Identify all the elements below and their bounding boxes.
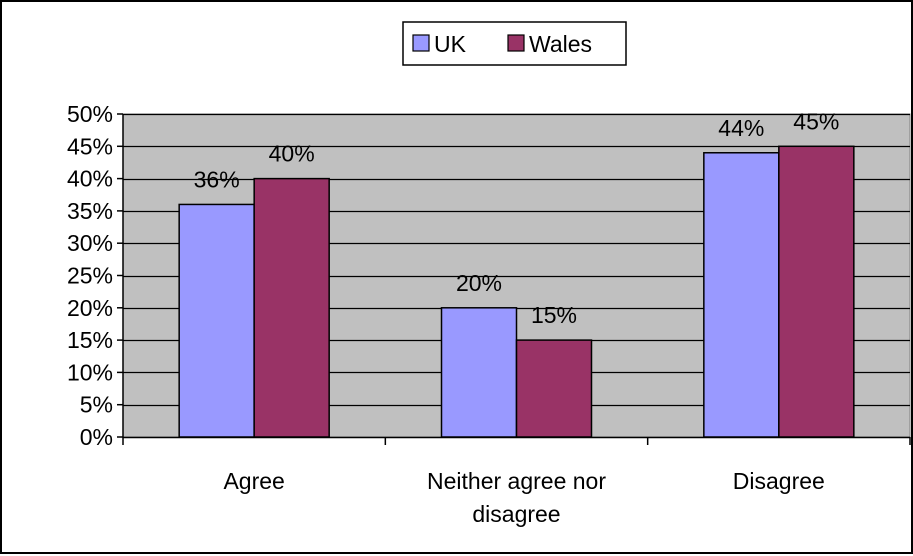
bar xyxy=(440,307,518,438)
y-tick-label: 5% xyxy=(80,392,113,418)
data-label: 20% xyxy=(456,270,502,296)
data-label: 45% xyxy=(793,108,839,134)
x-tick-label: Neither agree nor xyxy=(427,468,606,494)
x-tick-label: disagree xyxy=(472,501,560,527)
legend-label: UK xyxy=(434,31,467,57)
y-tick-label: 20% xyxy=(67,295,113,321)
data-label: 15% xyxy=(531,302,577,328)
y-tick-label: 50% xyxy=(67,101,113,127)
y-tick-label: 25% xyxy=(67,263,113,289)
bar xyxy=(515,339,593,438)
bar xyxy=(253,177,330,438)
y-tick-label: 30% xyxy=(67,230,113,256)
x-tick-label: Disagree xyxy=(733,468,825,494)
data-label: 36% xyxy=(194,166,240,192)
legend-label: Wales xyxy=(529,31,592,57)
y-tick-label: 40% xyxy=(67,166,113,192)
legend-swatch xyxy=(507,34,525,52)
bar xyxy=(778,145,855,438)
y-tick-label: 10% xyxy=(67,359,113,385)
y-tick-label: 0% xyxy=(80,424,113,450)
data-label: 44% xyxy=(718,115,764,141)
data-label: 40% xyxy=(269,141,315,167)
y-tick-label: 45% xyxy=(67,133,113,159)
x-tick-label: Agree xyxy=(223,468,284,494)
bar xyxy=(703,152,780,438)
bar xyxy=(178,203,255,438)
legend-swatch xyxy=(412,34,430,52)
y-tick-label: 35% xyxy=(67,198,113,224)
y-tick-label: 15% xyxy=(67,327,113,353)
